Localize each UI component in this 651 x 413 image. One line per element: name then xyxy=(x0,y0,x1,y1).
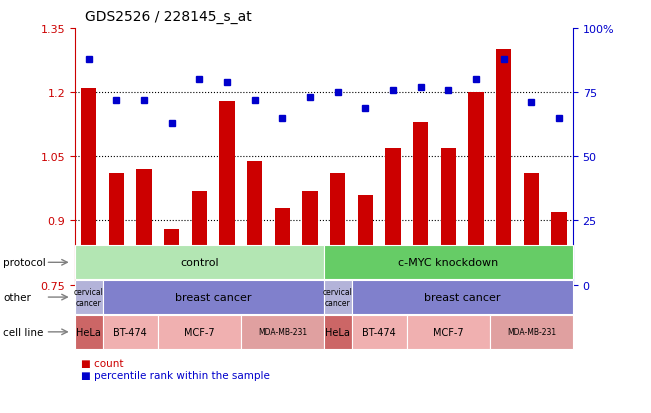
Bar xyxy=(385,148,400,285)
Text: HeLa: HeLa xyxy=(76,327,101,337)
Bar xyxy=(551,212,566,285)
Bar xyxy=(164,230,179,285)
Text: HeLa: HeLa xyxy=(326,327,350,337)
Bar xyxy=(413,123,428,285)
Bar xyxy=(219,102,234,285)
Bar xyxy=(247,161,262,285)
Bar xyxy=(469,93,484,285)
Text: BT-474: BT-474 xyxy=(363,327,396,337)
Bar xyxy=(137,170,152,285)
Text: ■ count: ■ count xyxy=(81,358,124,368)
Text: c-MYC knockdown: c-MYC knockdown xyxy=(398,258,499,268)
Text: ■ percentile rank within the sample: ■ percentile rank within the sample xyxy=(81,370,270,380)
Bar xyxy=(358,195,373,285)
Bar xyxy=(192,191,207,285)
Bar xyxy=(524,174,539,285)
Text: MDA-MB-231: MDA-MB-231 xyxy=(507,328,556,337)
Bar xyxy=(303,191,318,285)
Text: other: other xyxy=(3,292,31,302)
Text: cervical
cancer: cervical cancer xyxy=(323,288,353,307)
Text: MCF-7: MCF-7 xyxy=(184,327,215,337)
Bar xyxy=(81,89,96,285)
Text: breast cancer: breast cancer xyxy=(424,292,501,302)
Bar xyxy=(109,174,124,285)
Text: cell line: cell line xyxy=(3,327,44,337)
Text: control: control xyxy=(180,258,219,268)
Bar xyxy=(275,208,290,285)
Bar xyxy=(496,50,511,285)
Text: GDS2526 / 228145_s_at: GDS2526 / 228145_s_at xyxy=(85,10,251,24)
Bar xyxy=(330,174,345,285)
Text: protocol: protocol xyxy=(3,258,46,268)
Text: MCF-7: MCF-7 xyxy=(433,327,464,337)
Bar xyxy=(441,148,456,285)
Text: cervical
cancer: cervical cancer xyxy=(74,288,104,307)
Text: breast cancer: breast cancer xyxy=(175,292,251,302)
Text: MDA-MB-231: MDA-MB-231 xyxy=(258,328,307,337)
Text: BT-474: BT-474 xyxy=(113,327,147,337)
